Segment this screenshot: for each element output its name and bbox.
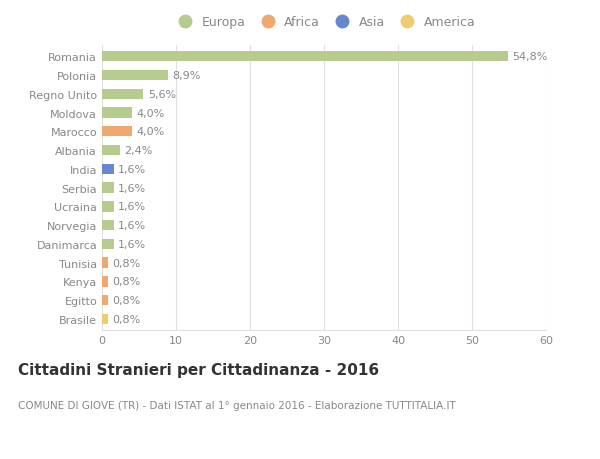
Bar: [102, 239, 114, 250]
Bar: [102, 183, 114, 193]
Text: 1,6%: 1,6%: [118, 239, 146, 249]
Bar: [102, 127, 131, 137]
Text: COMUNE DI GIOVE (TR) - Dati ISTAT al 1° gennaio 2016 - Elaborazione TUTTITALIA.I: COMUNE DI GIOVE (TR) - Dati ISTAT al 1° …: [18, 401, 456, 410]
Bar: [102, 90, 143, 100]
Text: 1,6%: 1,6%: [118, 164, 146, 174]
Text: 2,4%: 2,4%: [124, 146, 152, 156]
Text: 1,6%: 1,6%: [118, 183, 146, 193]
Bar: [102, 296, 108, 306]
Text: 0,8%: 0,8%: [112, 277, 140, 287]
Bar: [102, 108, 131, 118]
Text: 0,8%: 0,8%: [112, 314, 140, 324]
Legend: Europa, Africa, Asia, America: Europa, Africa, Asia, America: [167, 11, 481, 34]
Text: Cittadini Stranieri per Cittadinanza - 2016: Cittadini Stranieri per Cittadinanza - 2…: [18, 362, 379, 377]
Text: 1,6%: 1,6%: [118, 221, 146, 230]
Bar: [102, 71, 168, 81]
Text: 0,8%: 0,8%: [112, 296, 140, 306]
Bar: [102, 220, 114, 231]
Bar: [102, 314, 108, 325]
Bar: [102, 146, 120, 156]
Bar: [102, 202, 114, 212]
Text: 54,8%: 54,8%: [512, 52, 547, 62]
Bar: [102, 164, 114, 174]
Text: 5,6%: 5,6%: [148, 90, 176, 100]
Text: 8,9%: 8,9%: [172, 71, 200, 81]
Text: 1,6%: 1,6%: [118, 202, 146, 212]
Bar: [102, 258, 108, 268]
Text: 4,0%: 4,0%: [136, 127, 164, 137]
Bar: [102, 277, 108, 287]
Text: 0,8%: 0,8%: [112, 258, 140, 268]
Text: 4,0%: 4,0%: [136, 108, 164, 118]
Bar: [102, 52, 508, 62]
